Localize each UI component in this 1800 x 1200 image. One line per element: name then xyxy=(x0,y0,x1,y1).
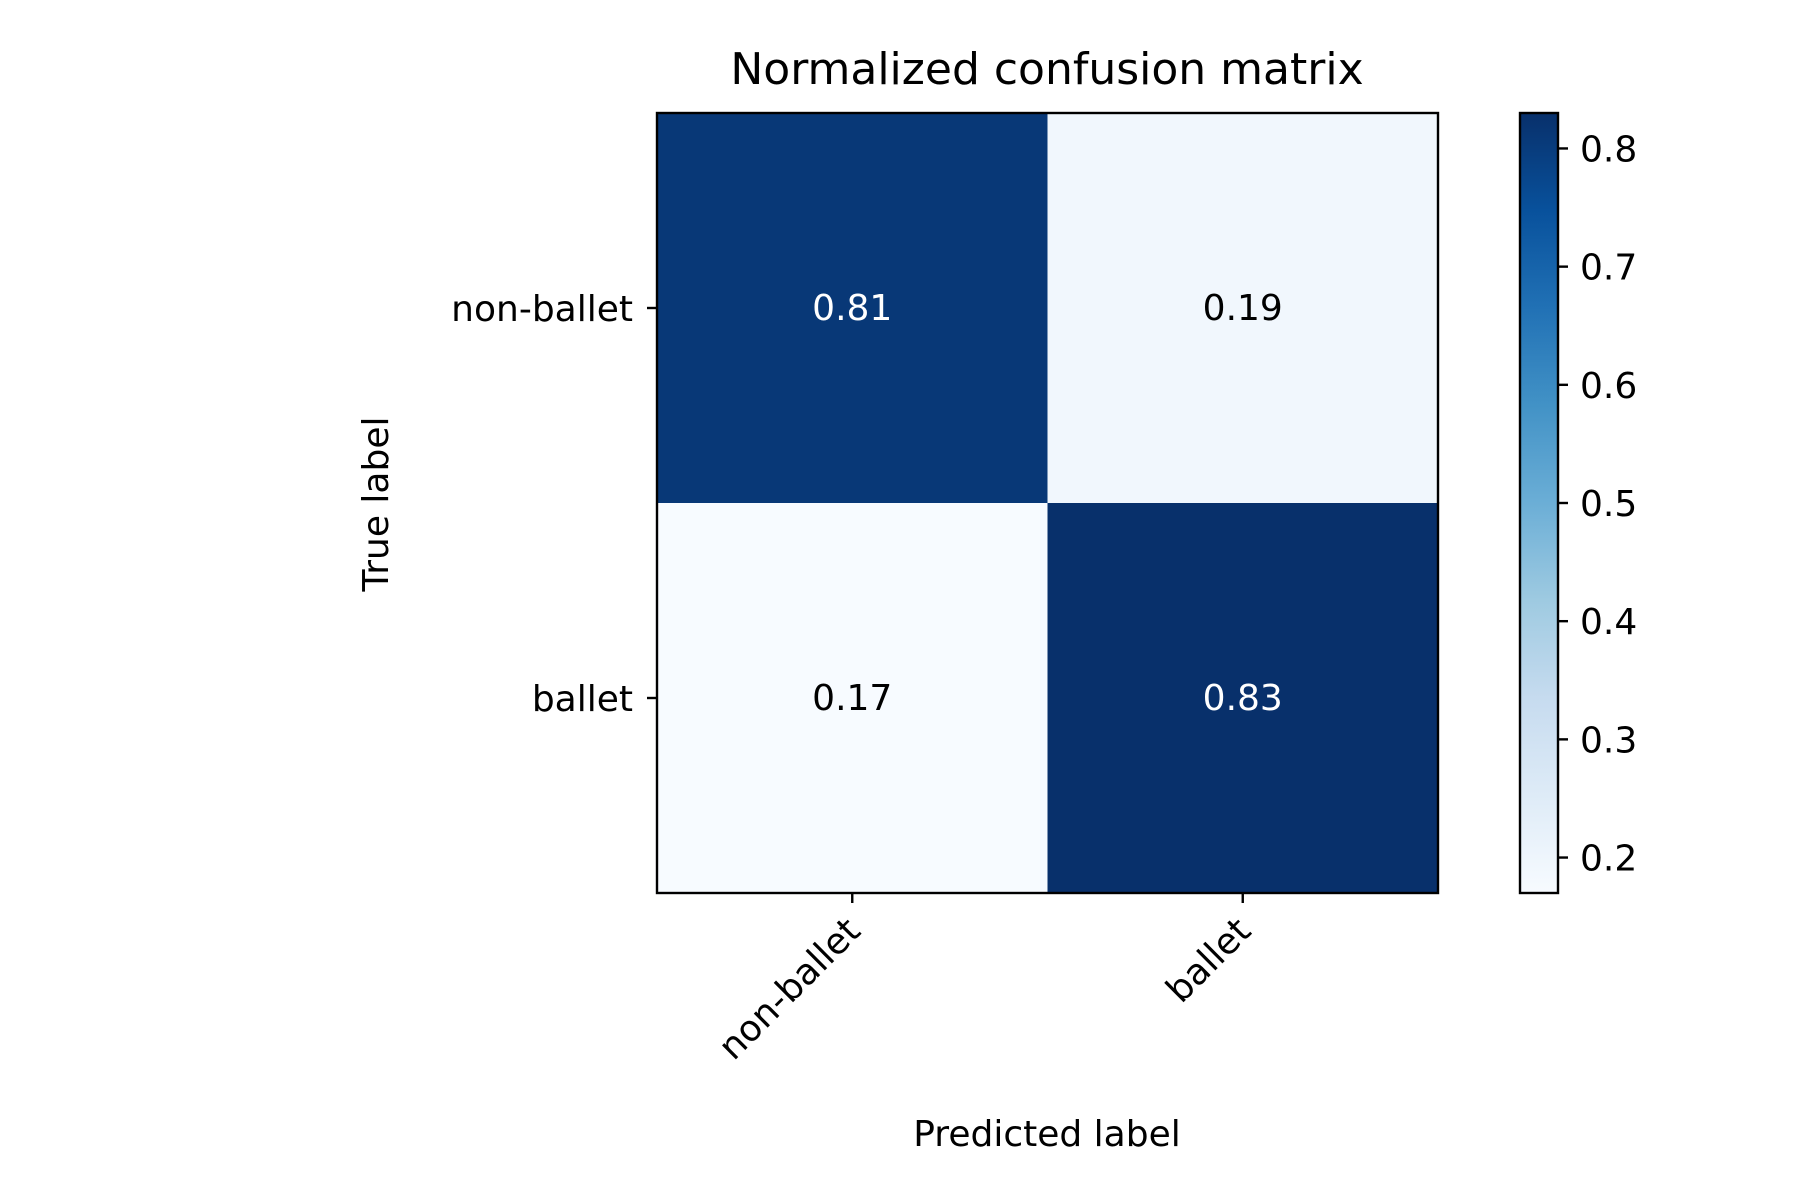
cell-value-label: 0.83 xyxy=(1203,678,1283,719)
heatmap-cell-labels: 0.81 0.19 0.17 0.83 xyxy=(812,288,1283,719)
x-tick-label: non-ballet xyxy=(711,910,869,1068)
colorbar-tick-label: 0.7 xyxy=(1580,248,1637,289)
colorbar-tick-label: 0.2 xyxy=(1580,839,1637,880)
cell-value-label: 0.17 xyxy=(812,678,892,719)
colorbar-axis: 0.2 0.3 0.4 0.5 0.6 0.7 0.8 xyxy=(1558,129,1637,880)
heatmap-cell-r0-c0 xyxy=(657,113,1048,504)
y-axis-label: True label xyxy=(356,417,397,593)
colorbar-tick-label: 0.4 xyxy=(1580,602,1637,643)
colorbar-tick-label: 0.8 xyxy=(1580,129,1637,170)
heatmap-cell-r0-c1 xyxy=(1047,113,1439,504)
x-axis-label: Predicted label xyxy=(913,1114,1181,1155)
heatmap-cell-r1-c0 xyxy=(657,503,1048,894)
chart-title: Normalized confusion matrix xyxy=(730,44,1363,95)
cell-value-label: 0.81 xyxy=(812,288,892,329)
colorbar-tick-label: 0.6 xyxy=(1580,366,1637,407)
colorbar-tick-label: 0.5 xyxy=(1580,484,1637,525)
y-tick-label: non-ballet xyxy=(451,289,633,330)
plot-frame xyxy=(655,111,1440,895)
colorbar-tick-label: 0.3 xyxy=(1580,720,1637,761)
x-tick-label: ballet xyxy=(1159,910,1260,1011)
y-axis: non-ballet ballet xyxy=(451,289,657,720)
x-axis: non-ballet ballet xyxy=(711,893,1259,1068)
heatmap-cells xyxy=(657,113,1439,894)
colorbar xyxy=(1520,113,1558,893)
heatmap-cell-r1-c1 xyxy=(1047,503,1439,894)
cell-value-label: 0.19 xyxy=(1203,288,1283,329)
y-tick-label: ballet xyxy=(532,679,633,720)
